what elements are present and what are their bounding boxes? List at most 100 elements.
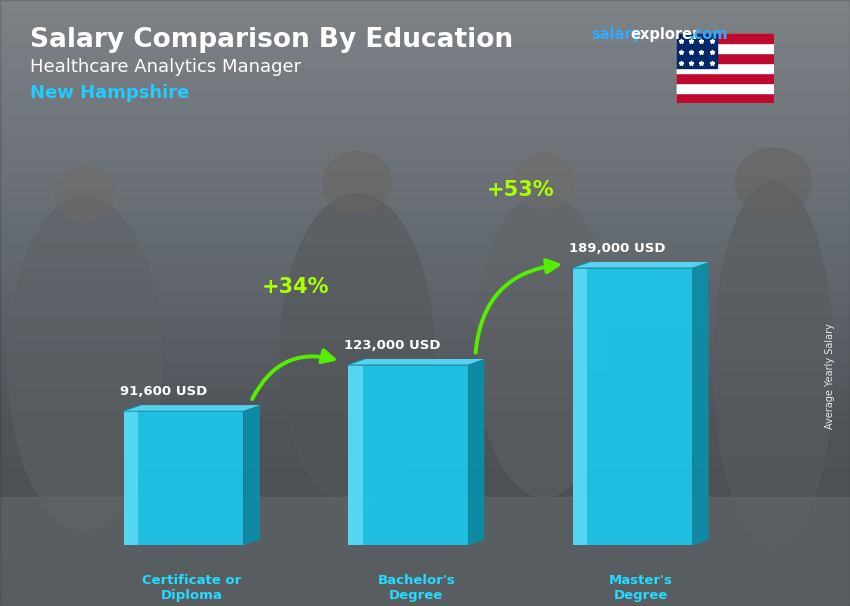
- Bar: [0, 364, 850, 370]
- Bar: [0, 351, 850, 358]
- Bar: [0, 242, 850, 248]
- Ellipse shape: [8, 197, 162, 530]
- Bar: [0, 424, 850, 430]
- Bar: [0, 139, 850, 145]
- Bar: [0, 273, 850, 279]
- Bar: [0, 345, 850, 351]
- Bar: [0, 285, 850, 291]
- Bar: [0, 497, 850, 606]
- Text: +53%: +53%: [486, 180, 554, 200]
- Text: Bachelor's
Degree: Bachelor's Degree: [377, 573, 455, 602]
- Bar: [0, 0, 850, 6]
- Bar: [676, 73, 774, 83]
- Bar: [0, 188, 850, 194]
- Bar: [0, 42, 850, 48]
- Bar: [0, 236, 850, 242]
- Bar: [0, 261, 850, 267]
- Polygon shape: [124, 411, 138, 545]
- Bar: [0, 315, 850, 321]
- Bar: [0, 30, 850, 36]
- Bar: [0, 91, 850, 97]
- Bar: [0, 594, 850, 600]
- Bar: [0, 55, 850, 61]
- Bar: [0, 85, 850, 91]
- Bar: [0, 12, 850, 18]
- Bar: [676, 33, 774, 43]
- Text: New Hampshire: New Hampshire: [30, 84, 189, 102]
- Bar: [0, 564, 850, 570]
- Bar: [0, 109, 850, 115]
- Bar: [0, 473, 850, 479]
- Bar: [0, 406, 850, 412]
- Text: +34%: +34%: [262, 278, 330, 298]
- Ellipse shape: [476, 194, 612, 497]
- Bar: [0, 467, 850, 473]
- Bar: [0, 103, 850, 109]
- Bar: [0, 491, 850, 497]
- Bar: [0, 79, 850, 85]
- Bar: [676, 83, 774, 93]
- Bar: [0, 539, 850, 545]
- Bar: [0, 503, 850, 509]
- Text: 91,600 USD: 91,600 USD: [120, 385, 207, 399]
- Bar: [0, 194, 850, 200]
- Bar: [0, 182, 850, 188]
- Bar: [0, 448, 850, 454]
- Polygon shape: [243, 405, 260, 545]
- Bar: [0, 412, 850, 418]
- Bar: [0, 152, 850, 158]
- Bar: [0, 521, 850, 527]
- Bar: [0, 127, 850, 133]
- Bar: [0, 485, 850, 491]
- Bar: [0, 570, 850, 576]
- Text: explorer: explorer: [631, 27, 700, 42]
- Bar: [0, 133, 850, 139]
- Bar: [676, 33, 717, 68]
- Bar: [0, 382, 850, 388]
- Bar: [0, 73, 850, 79]
- Bar: [0, 176, 850, 182]
- Bar: [0, 309, 850, 315]
- Bar: [0, 170, 850, 176]
- Text: Salary Comparison By Education: Salary Comparison By Education: [30, 27, 513, 53]
- Bar: [0, 303, 850, 309]
- Bar: [0, 164, 850, 170]
- Bar: [0, 558, 850, 564]
- Bar: [0, 67, 850, 73]
- Bar: [0, 515, 850, 521]
- Bar: [0, 370, 850, 376]
- Polygon shape: [124, 405, 260, 411]
- Bar: [0, 461, 850, 467]
- Bar: [0, 454, 850, 461]
- Text: .com: .com: [688, 27, 728, 42]
- Bar: [0, 509, 850, 515]
- Bar: [0, 497, 850, 503]
- Bar: [0, 600, 850, 606]
- Bar: [0, 291, 850, 297]
- Bar: [0, 255, 850, 261]
- Bar: [0, 527, 850, 533]
- Bar: [0, 388, 850, 394]
- Text: 189,000 USD: 189,000 USD: [569, 242, 666, 255]
- Bar: [0, 97, 850, 103]
- Bar: [676, 43, 774, 53]
- Polygon shape: [573, 262, 709, 268]
- Bar: [0, 61, 850, 67]
- Bar: [0, 36, 850, 42]
- Ellipse shape: [55, 167, 115, 221]
- Bar: [0, 218, 850, 224]
- Bar: [676, 53, 774, 63]
- Bar: [0, 48, 850, 55]
- Bar: [0, 400, 850, 406]
- Bar: [0, 267, 850, 273]
- Bar: [0, 158, 850, 164]
- Bar: [676, 63, 774, 73]
- Text: Certificate or
Diploma: Certificate or Diploma: [142, 573, 241, 602]
- Text: Healthcare Analytics Manager: Healthcare Analytics Manager: [30, 58, 301, 76]
- Text: 123,000 USD: 123,000 USD: [344, 339, 441, 352]
- Text: salary: salary: [591, 27, 641, 42]
- Bar: [0, 582, 850, 588]
- Polygon shape: [468, 359, 484, 545]
- Bar: [0, 339, 850, 345]
- Ellipse shape: [280, 194, 434, 509]
